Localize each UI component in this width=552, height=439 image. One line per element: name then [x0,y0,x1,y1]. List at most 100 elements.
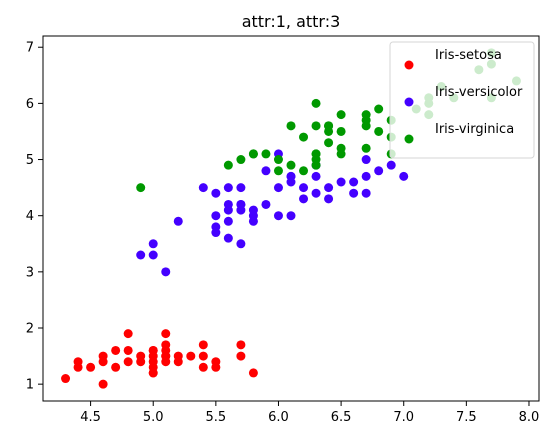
data-point [161,340,171,350]
data-point [123,345,133,355]
data-point [223,233,233,243]
data-point [61,374,71,384]
data-point [198,351,208,361]
data-point [198,362,208,372]
data-point [148,239,158,249]
data-point [299,183,309,193]
data-point [236,183,246,193]
data-point [286,171,296,181]
data-point [223,160,233,170]
data-point [86,362,96,372]
legend-box [389,41,535,159]
data-point [236,155,246,165]
data-point [374,126,384,136]
data-point [236,239,246,249]
data-point [374,166,384,176]
data-point [261,199,271,209]
data-point [98,351,108,361]
data-point [286,160,296,170]
data-point [286,121,296,131]
x-tick-label: 6.0 [268,410,289,425]
data-point [148,250,158,260]
data-point [161,267,171,277]
data-point [399,171,409,181]
data-point [111,345,121,355]
y-tick-label: 6 [26,97,34,112]
data-point [111,362,121,372]
data-point [324,183,334,193]
data-point [236,199,246,209]
data-point [361,143,371,153]
data-point [336,143,346,153]
data-point [311,149,321,159]
data-point [186,351,196,361]
legend-marker [404,134,414,144]
data-point [361,110,371,120]
legend-label: Iris-versicolor [435,85,523,100]
y-tick-label: 1 [26,378,34,393]
x-tick-label: 4.5 [80,410,101,425]
data-point [324,121,334,131]
data-point [349,177,359,187]
x-tick-label: 7.0 [393,410,414,425]
data-point [311,121,321,131]
data-point [223,199,233,209]
data-point [123,357,133,367]
data-point [324,138,334,148]
legend-label: Iris-virginica [435,122,514,137]
data-point [374,104,384,114]
data-point [136,250,146,260]
x-tick-label: 7.5 [456,410,477,425]
plot-frame [42,35,540,402]
data-point [286,211,296,221]
data-point [324,194,334,204]
x-tick-label: 5.0 [143,410,164,425]
data-point [73,357,83,367]
data-point [198,183,208,193]
legend-marker [404,60,414,70]
y-tick-label: 7 [26,41,34,56]
data-point [361,171,371,181]
data-point [349,188,359,198]
data-point [273,211,283,221]
data-point [386,160,396,170]
data-point [173,351,183,361]
data-point [361,188,371,198]
data-point [211,357,221,367]
legend-marker [404,97,414,107]
data-point [248,149,258,159]
data-point [161,329,171,339]
legend: Iris-setosa Iris-versicolor Iris-virginica [389,41,535,159]
x-axis: 4.5 5.0 5.5 6.0 6.5 7.0 7.5 8.0 [80,401,539,425]
data-point [123,329,133,339]
x-tick-label: 8.0 [519,410,540,425]
data-point [299,132,309,142]
data-point [361,155,371,165]
data-point [273,166,283,176]
data-point [273,155,283,165]
data-point [136,183,146,193]
data-point [311,171,321,181]
data-point [311,98,321,108]
data-point [261,149,271,159]
data-point [148,345,158,355]
y-tick-label: 4 [26,209,34,224]
y-tick-label: 5 [26,153,34,168]
data-point [299,194,309,204]
data-point [236,351,246,361]
data-point [198,340,208,350]
data-point [248,368,258,378]
data-point [311,188,321,198]
data-point [98,379,108,389]
data-point [211,222,221,232]
data-point [336,177,346,187]
data-point [248,205,258,215]
data-point [211,188,221,198]
data-point [299,166,309,176]
x-tick-label: 6.5 [331,410,352,425]
x-tick-label: 5.5 [206,410,227,425]
data-point [136,351,146,361]
data-point [173,216,183,226]
chart-title: attr:1, attr:3 [242,12,341,31]
